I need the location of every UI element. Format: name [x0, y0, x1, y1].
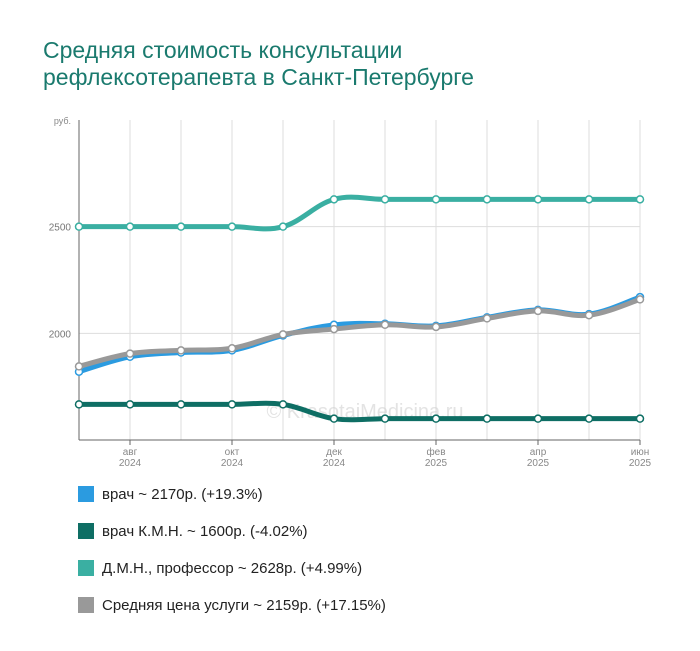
data-point: [74, 222, 84, 231]
data-point: [584, 310, 594, 320]
chart-legend: врач ~ 2170р. (+19.3%) врач К.М.Н. ~ 1600…: [78, 485, 386, 633]
legend-item[interactable]: Средняя цена услуги ~ 2159р. (+17.15%): [78, 596, 386, 614]
data-point: [176, 400, 186, 409]
data-point: [431, 322, 441, 332]
y-unit-label: руб.: [54, 116, 71, 126]
legend-label: Д.М.Н., профессор ~ 2628р. (+4.99%): [102, 559, 363, 577]
data-point: [380, 414, 390, 423]
data-point: [125, 349, 135, 358]
chart-title-line-2: рефлексотерапевта в Санкт-Петербурге: [43, 64, 474, 90]
legend-item[interactable]: врач ~ 2170р. (+19.3%): [78, 485, 386, 503]
x-tick-label-year: 2025: [527, 458, 550, 469]
data-point: [329, 324, 339, 334]
legend-item[interactable]: врач К.М.Н. ~ 1600р. (-4.02%): [78, 522, 386, 540]
x-tick-label-year: 2024: [323, 458, 346, 469]
x-tick-label-month: апр: [530, 447, 547, 458]
legend-item[interactable]: Д.М.Н., профессор ~ 2628р. (+4.99%): [78, 559, 386, 577]
x-tick-label-month: фев: [426, 446, 445, 458]
data-point: [278, 330, 288, 339]
x-tick-label-month: июн: [631, 447, 650, 458]
series-line: [76, 400, 643, 423]
data-point: [329, 195, 339, 204]
series-line: [76, 294, 643, 375]
x-tick-label-month: авг: [123, 447, 138, 458]
legend-swatch: [78, 486, 94, 502]
data-point: [431, 195, 441, 204]
data-point: [635, 195, 645, 204]
legend-swatch: [78, 597, 94, 613]
chart-title: Средняя стоимость консультации рефлексот…: [43, 37, 663, 91]
data-point: [635, 295, 645, 304]
data-point: [278, 222, 288, 231]
data-point: [482, 195, 492, 204]
legend-label: врач К.М.Н. ~ 1600р. (-4.02%): [102, 522, 308, 540]
x-tick-label-year: 2024: [221, 458, 244, 469]
line-chart: 20002500руб.авг2024окт2024дек2024фев2025…: [49, 116, 652, 469]
data-point: [227, 344, 237, 353]
chart-title-line-1: Средняя стоимость консультации: [43, 37, 403, 63]
x-tick-label-month: дек: [326, 447, 342, 458]
data-point: [380, 320, 390, 330]
data-point: [533, 414, 543, 423]
data-point: [533, 195, 543, 204]
data-point: [584, 195, 594, 204]
data-point: [176, 222, 186, 231]
data-point: [125, 222, 135, 231]
data-point: [635, 414, 645, 423]
x-tick-label-year: 2025: [425, 458, 448, 469]
series-line: [76, 194, 643, 232]
series-line: [76, 296, 643, 369]
data-point: [125, 400, 135, 409]
x-tick-label-month: окт: [225, 447, 240, 458]
data-point: [431, 414, 441, 423]
x-tick-label-year: 2024: [119, 458, 142, 469]
data-point: [74, 400, 84, 409]
data-point: [584, 414, 594, 423]
legend-swatch: [78, 560, 94, 576]
data-point: [329, 414, 339, 423]
y-tick-label: 2000: [49, 329, 72, 340]
data-point: [533, 306, 543, 316]
data-point: [482, 314, 492, 323]
legend-swatch: [78, 523, 94, 539]
legend-label: врач ~ 2170р. (+19.3%): [102, 485, 263, 503]
data-point: [278, 400, 288, 409]
x-tick-label-year: 2025: [629, 458, 652, 469]
data-point: [227, 222, 237, 231]
data-point: [74, 362, 84, 371]
data-point: [482, 414, 492, 423]
data-point: [380, 195, 390, 204]
data-point: [176, 346, 186, 355]
legend-label: Средняя цена услуги ~ 2159р. (+17.15%): [102, 596, 386, 614]
y-tick-label: 2500: [49, 223, 72, 234]
data-point: [227, 400, 237, 409]
